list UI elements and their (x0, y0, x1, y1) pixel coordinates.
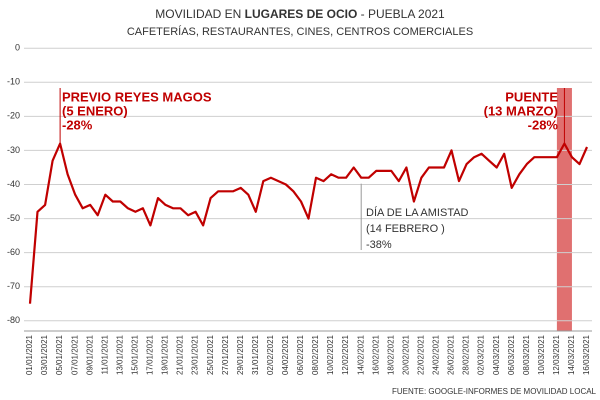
x-tick-label: 21/01/2021 (176, 334, 185, 375)
x-tick-label: 24/02/2021 (432, 334, 441, 375)
x-tick-label: 04/03/2021 (492, 334, 501, 375)
x-tick-label: 07/01/2021 (70, 334, 79, 375)
x-tick-label: 06/02/2021 (296, 334, 305, 375)
y-tick-label: 0 (15, 43, 20, 53)
x-tick-label: 02/03/2021 (477, 334, 486, 375)
y-tick-label: -10 (7, 77, 20, 87)
x-tick-label: 15/01/2021 (130, 334, 139, 375)
x-tick-label: 16/03/2021 (582, 334, 591, 375)
chart-title: MOVILIDAD EN LUGARES DE OCIO - PUEBLA 20… (155, 7, 445, 21)
x-tick-label: 10/03/2021 (537, 334, 546, 375)
annotation-text: (5 ENERO) (62, 103, 128, 118)
x-tick-label: 11/01/2021 (100, 334, 109, 374)
x-tick-label: 12/03/2021 (552, 334, 561, 375)
x-tick-label: 26/02/2021 (447, 334, 456, 375)
annotation-text: -28% (528, 117, 559, 132)
annotation-text: -28% (62, 117, 93, 132)
y-tick-label: -80 (7, 315, 20, 325)
y-tick-label: -20 (7, 111, 20, 121)
x-tick-label: 27/01/2021 (221, 334, 230, 375)
x-tick-label: 17/01/2021 (146, 334, 155, 375)
x-tick-label: 25/01/2021 (206, 334, 215, 375)
annotation-text: (14 FEBRERO ) (366, 223, 445, 235)
x-tick-label: 08/03/2021 (522, 334, 531, 375)
annotation-text: DÍA DE LA AMISTAD (366, 206, 469, 219)
x-tick-label: 16/02/2021 (371, 334, 380, 375)
title-part: - PUEBLA 2021 (357, 7, 445, 21)
y-tick-label: -30 (7, 145, 20, 155)
x-tick-label: 31/01/2021 (251, 334, 260, 375)
y-tick-label: -60 (7, 247, 20, 257)
annotation-text: PREVIO REYES MAGOS (62, 89, 212, 104)
annotation-text: PUENTE (505, 89, 558, 104)
x-tick-label: 29/01/2021 (236, 334, 245, 375)
x-tick-label: 04/02/2021 (281, 334, 290, 375)
x-tick-label: 08/02/2021 (311, 334, 320, 375)
x-tick-label: 18/02/2021 (386, 334, 395, 375)
y-tick-label: -50 (7, 213, 20, 223)
source: FUENTE: GOOGLE-INFORMES DE MOVILIDAD LOC… (392, 387, 597, 396)
x-tick-label: 10/02/2021 (326, 334, 335, 375)
y-tick-label: -40 (7, 179, 20, 189)
x-tick-label: 01/01/2021 (25, 334, 34, 375)
x-tick-label: 03/01/2021 (40, 334, 49, 375)
x-tick-label: 13/01/2021 (115, 334, 124, 375)
x-tick-label: 06/03/2021 (507, 334, 516, 375)
x-tick-label: 14/02/2021 (356, 334, 365, 375)
title-part: MOVILIDAD EN (155, 7, 244, 21)
x-tick-label: 09/01/2021 (85, 334, 94, 375)
subtitle: CAFETERÍAS, RESTAURANTES, CINES, CENTROS… (127, 25, 473, 38)
x-tick-label: 20/02/2021 (401, 334, 410, 375)
x-tick-label: 19/01/2021 (161, 334, 170, 375)
annotation-text: (13 MARZO) (484, 103, 558, 118)
y-tick-label: -70 (7, 281, 20, 291)
title-part: LUGARES DE OCIO (245, 7, 358, 21)
x-tick-label: 28/02/2021 (462, 334, 471, 375)
x-tick-label: 23/01/2021 (191, 334, 200, 375)
x-tick-label: 14/03/2021 (567, 334, 576, 375)
data-line (28, 142, 589, 304)
x-tick-label: 22/02/2021 (417, 334, 426, 375)
annotation-text: -38% (366, 239, 392, 251)
x-tick-label: 12/02/2021 (341, 334, 350, 375)
x-tick-label: 02/02/2021 (266, 334, 275, 375)
x-tick-label: 05/01/2021 (55, 334, 64, 375)
